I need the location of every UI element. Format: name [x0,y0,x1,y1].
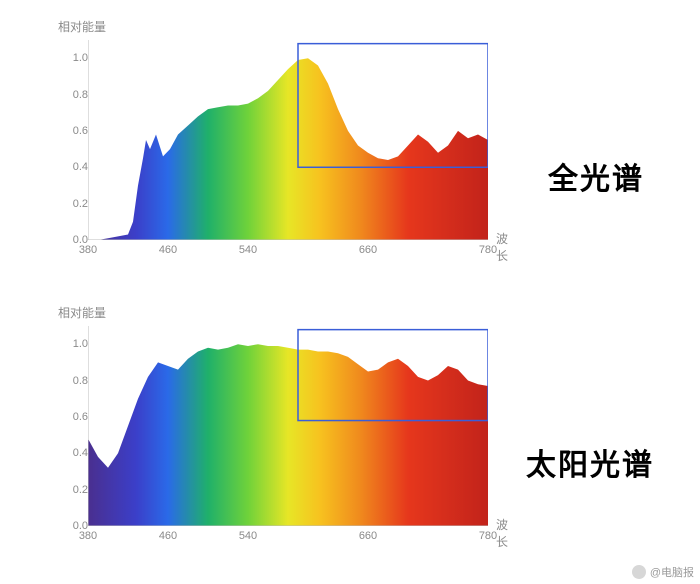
x-tick-label: 660 [348,530,388,542]
y-tick-label: 0.4 [48,161,88,173]
y-tick-label: 0.8 [48,375,88,387]
x-axis-title: 波长 [496,230,508,264]
weibo-icon [632,565,646,579]
x-tick-label: 460 [148,530,188,542]
chart-svg [88,40,488,240]
y-tick-label: 1.0 [48,338,88,350]
watermark-text: @电脑报 [650,564,694,580]
plot-area [88,40,488,240]
page-root: 相对能量 0.00.20.40.60.81.0 380460540660780 … [0,0,700,584]
y-tick-label: 0.6 [48,125,88,137]
spectrum-fill [88,40,488,240]
side-label-sun-spectrum: 太阳光谱 [526,440,654,484]
chart-sun-spectrum: 相对能量 0.00.20.40.60.81.0 380460540660780 … [28,300,498,560]
x-tick-label: 380 [68,244,108,256]
y-tick-label: 1.0 [48,52,88,64]
y-tick-label: 0.2 [48,484,88,496]
spectrum-fill [88,326,488,526]
x-tick-label: 540 [228,244,268,256]
plot-area [88,326,488,526]
watermark: @电脑报 [632,564,694,580]
chart-full-spectrum: 相对能量 0.00.20.40.60.81.0 380460540660780 … [28,14,498,274]
x-tick-label: 540 [228,530,268,542]
x-axis-title: 波长 [496,516,508,550]
chart-svg [88,326,488,526]
x-tick-label: 660 [348,244,388,256]
x-tick-label: 380 [68,530,108,542]
y-axis-title: 相对能量 [58,18,106,35]
side-label-full-spectrum: 全光谱 [548,154,644,198]
x-tick-label: 460 [148,244,188,256]
y-tick-label: 0.8 [48,89,88,101]
y-tick-label: 0.6 [48,411,88,423]
y-axis-title: 相对能量 [58,304,106,321]
y-tick-label: 0.4 [48,447,88,459]
y-tick-label: 0.2 [48,198,88,210]
